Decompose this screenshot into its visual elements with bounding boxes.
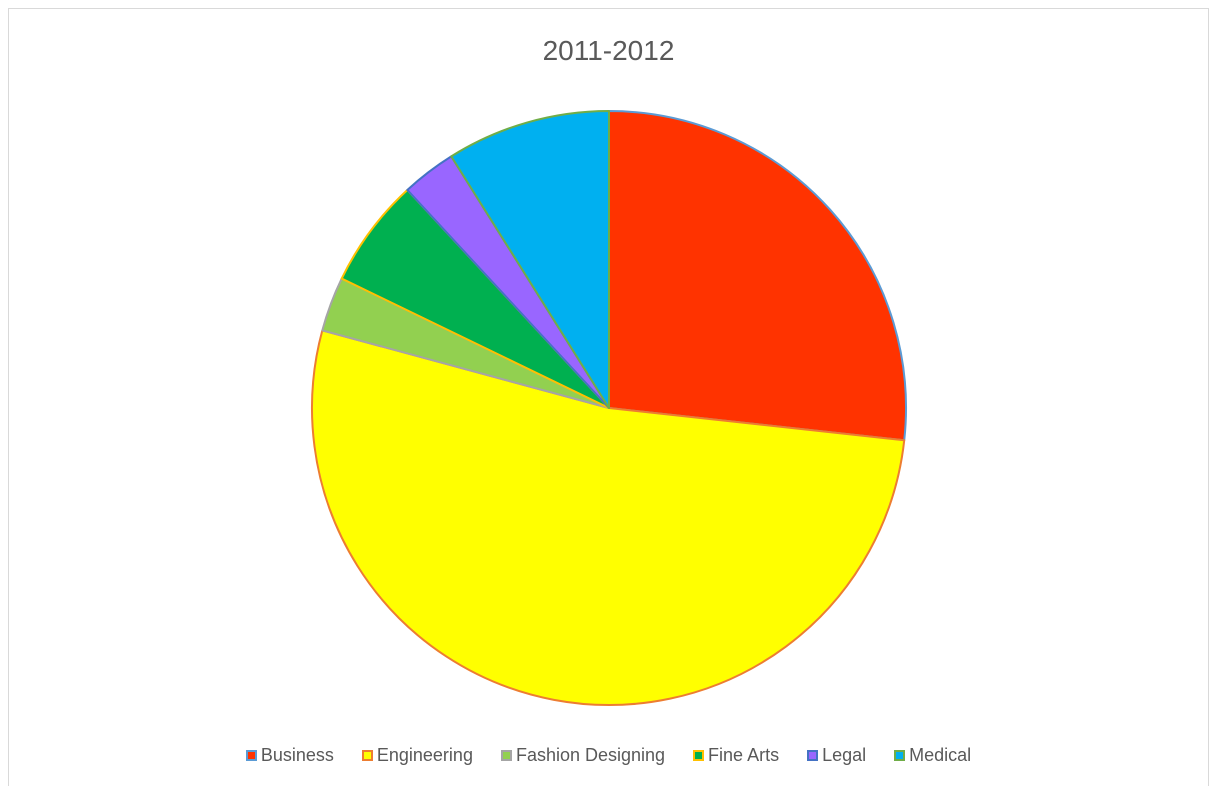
legend-label: Engineering (376, 745, 473, 765)
legend-item-legal: Legal (807, 745, 866, 766)
pie-slice-medical (450, 110, 610, 409)
legend-item-fashion-designing: Fashion Designing (500, 745, 666, 766)
legend-swatch (500, 750, 512, 761)
chart-legend: Business Engineering Fashion Designing Fine… (9, 745, 1208, 766)
legend-label: Legal (822, 745, 867, 765)
legend-swatch (693, 750, 705, 761)
legend-swatch (894, 750, 906, 761)
legend-label: Fashion Designing (515, 745, 666, 765)
pie-slice-engineering (311, 329, 906, 706)
legend-label: Medical (909, 745, 972, 765)
legend-swatch (807, 750, 819, 761)
chart-area: 2011-2012 Business Engineering Fashion Des… (8, 8, 1209, 786)
legend-label: Business (260, 745, 334, 765)
chart-title: 2011-2012 (542, 35, 675, 66)
pie-slice-business (608, 110, 907, 442)
legend-item-business: Business (245, 745, 334, 766)
pie-chart (311, 110, 907, 706)
legend-swatch (245, 750, 257, 761)
legend-item-engineering: Engineering (361, 745, 473, 766)
legend-swatch (361, 750, 373, 761)
legend-item-fine-arts: Fine Arts (693, 745, 779, 766)
legend-label: Fine Arts (708, 745, 780, 765)
legend-item-medical: Medical (894, 745, 971, 766)
